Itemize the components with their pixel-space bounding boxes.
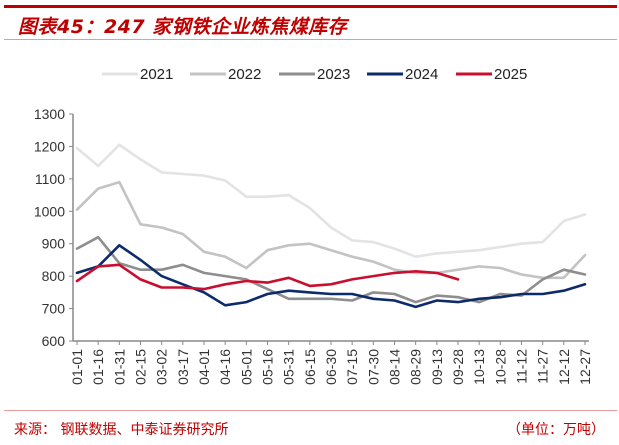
source-note: 来源： 钢联数据、中泰证券研究所: [14, 422, 229, 438]
x-tick-label: 01-16: [90, 349, 106, 385]
x-tick-label: 11-27: [535, 349, 551, 384]
y-tick-label: 700: [42, 301, 66, 317]
x-tick-label: 07-30: [365, 349, 381, 385]
legend: 2021 2022 2023 2024 2025: [102, 66, 527, 83]
x-tick-label: 07-15: [344, 349, 360, 385]
plot-lines: [75, 143, 587, 309]
y-tick-label: 1100: [35, 171, 65, 187]
legend-label-2022: 2022: [228, 66, 261, 83]
y-tick-label: 600: [42, 333, 66, 349]
x-axis: 01-01 01-16 01-31 02-15 03-02 03-17 04-01 04-16…: [69, 340, 593, 385]
x-tick-label: 03-02: [154, 349, 170, 385]
x-tick-label: 05-01: [238, 349, 254, 385]
unit-note: （单位：万吨）: [507, 422, 605, 438]
x-tick-label: 12-27: [577, 349, 593, 385]
x-tick-label: 09-28: [450, 349, 466, 385]
x-tick-label: 11-12: [514, 349, 530, 384]
x-tick-label: 09-13: [429, 349, 445, 385]
y-tick-label: 800: [42, 268, 66, 284]
x-tick-label: 01-31: [111, 349, 127, 385]
x-tick-label: 06-30: [323, 349, 339, 385]
x-tick-label: 06-15: [302, 349, 318, 385]
legend-label-2024: 2024: [405, 66, 438, 83]
x-tick-label: 08-14: [387, 349, 403, 385]
y-tick-label: 1200: [34, 138, 65, 154]
x-tick-label: 01-01: [69, 349, 85, 385]
series-line-2024: [75, 244, 587, 309]
title-divider: [4, 39, 617, 40]
legend-label-2021: 2021: [140, 66, 173, 83]
legend-label-2023: 2023: [317, 66, 350, 83]
x-tick-label: 10-28: [492, 349, 508, 385]
x-tick-label: 12-12: [556, 349, 572, 385]
x-tick-label: 03-17: [175, 349, 191, 385]
series-line-2025: [75, 263, 460, 291]
y-tick-label: 1300: [34, 106, 65, 122]
y-tick-label: 1000: [34, 203, 65, 219]
series-line-2021: [75, 143, 587, 259]
series-line-2023: [75, 235, 587, 304]
x-tick-label: 04-16: [217, 349, 233, 385]
series-line-2022: [75, 180, 587, 280]
x-tick-label: 10-13: [471, 349, 487, 385]
top-rule: [4, 5, 617, 8]
x-tick-label: 05-16: [260, 349, 276, 385]
x-tick-label: 05-31: [281, 349, 297, 385]
x-tick-label: 08-29: [408, 349, 424, 385]
footer-divider: [4, 410, 617, 411]
y-tick-label: 900: [42, 236, 66, 252]
y-axis: 600 700 800 900 1000 1100 1200 1300: [34, 106, 74, 349]
chart-title: 图表45：247 家钢铁企业炼焦煤库存: [18, 16, 348, 38]
x-tick-label: 04-01: [196, 349, 212, 385]
x-tick-label: 02-15: [133, 349, 149, 385]
legend-label-2025: 2025: [494, 66, 527, 83]
